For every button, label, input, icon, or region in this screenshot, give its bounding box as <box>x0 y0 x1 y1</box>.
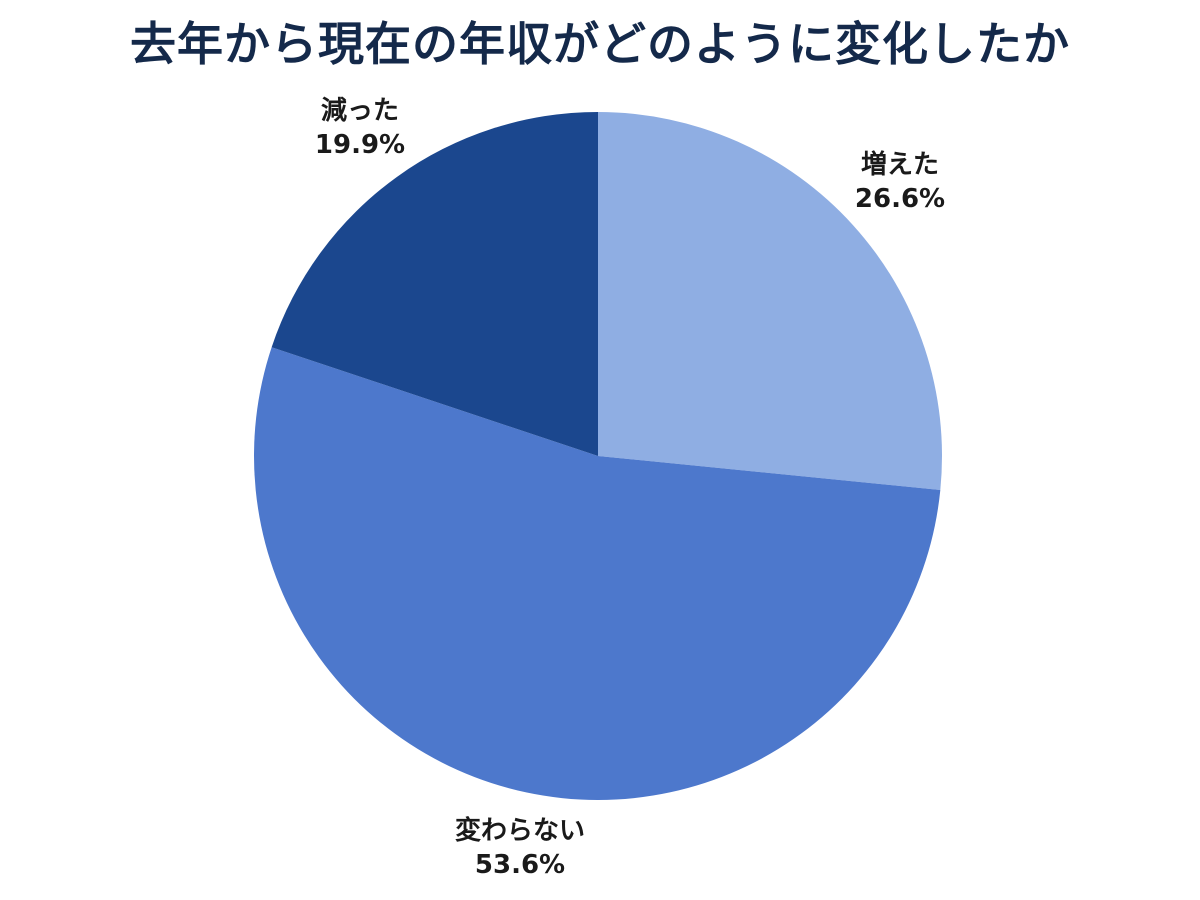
slice-label-value: 26.6% <box>854 184 946 214</box>
slice-label-value: 53.6% <box>474 850 566 880</box>
slice-label-text: 増えた <box>860 150 939 180</box>
slice-increased <box>598 112 942 490</box>
slice-decreased <box>271 112 598 456</box>
slice-label-unchanged: 変わらない 53.6% <box>420 814 620 882</box>
slice-label-increased: 増えた 26.6% <box>820 148 980 216</box>
slice-label-text: 変わらない <box>454 816 585 846</box>
slice-label-text: 減った <box>320 96 399 126</box>
slice-label-decreased: 減った 19.9% <box>280 94 440 162</box>
slice-unchanged <box>254 347 941 800</box>
chart-title: 去年から現在の年収がどのように変化したか <box>130 17 1070 71</box>
slice-label-value: 19.9% <box>314 130 406 160</box>
